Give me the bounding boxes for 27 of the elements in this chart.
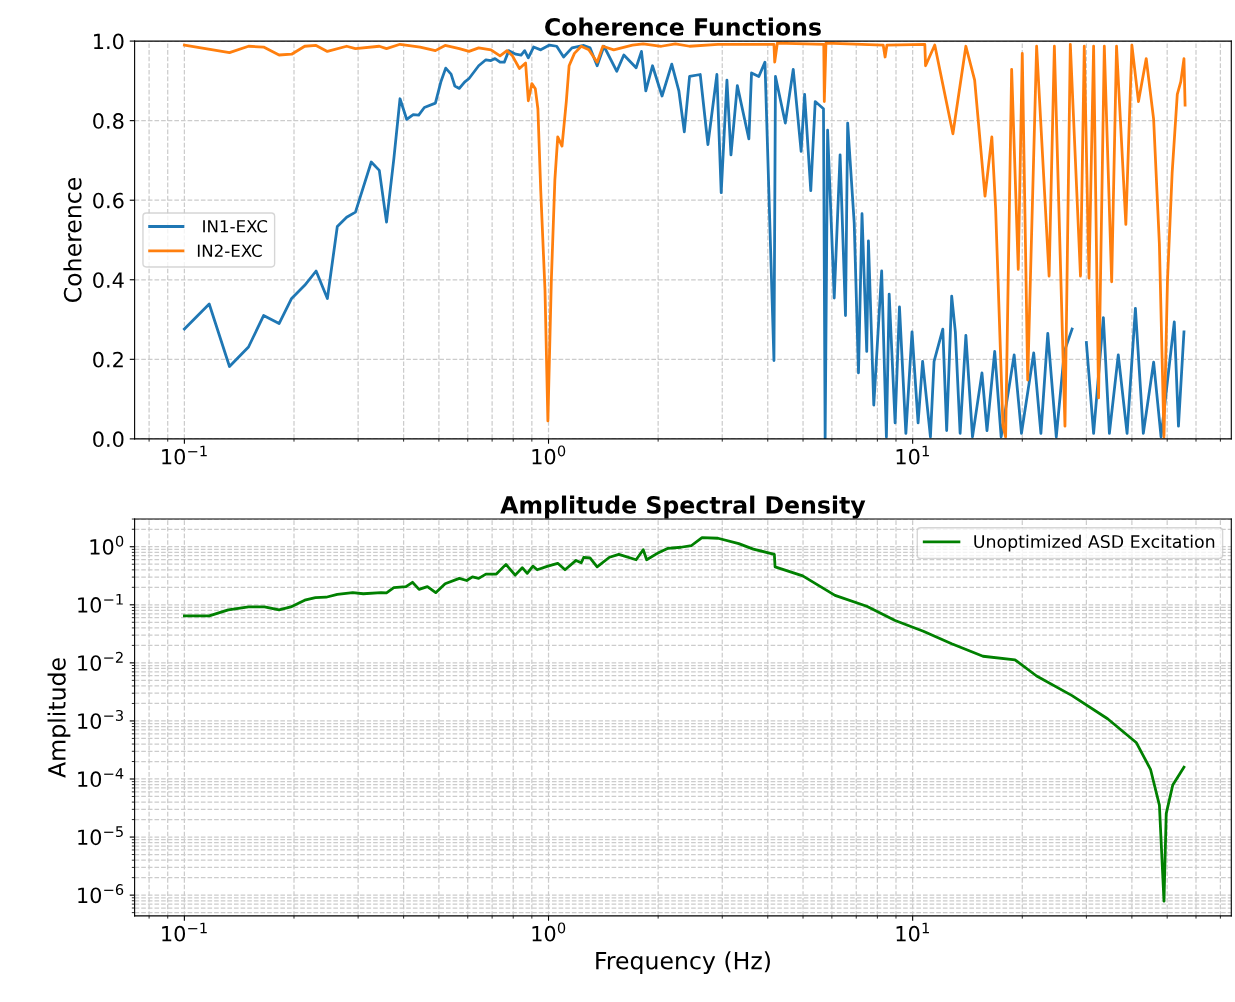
x-tick-label: 10$^{1}$ [896, 922, 929, 942]
x-tick-label: 10$^{0}$ [532, 445, 566, 465]
x-tick-label: 10$^{0}$ [532, 922, 566, 942]
legend-label: IN1-EXC [203, 219, 268, 233]
y-tick-label: 10$^{−1}$ [78, 593, 123, 613]
y-tick-label: 10$^{−6}$ [78, 884, 124, 904]
legend-label: IN2-EXC [197, 244, 262, 258]
y-axis-title: Amplitude [47, 658, 71, 778]
y-tick-label: 0.0 [93, 431, 124, 448]
y-tick-label: 0.8 [93, 113, 124, 129]
x-tick-label: 10$^{1}$ [896, 445, 929, 465]
y-tick-label: 0.4 [93, 272, 124, 288]
y-tick-label: 10$^{−2}$ [78, 651, 123, 671]
chart-title: Amplitude Spectral Density [500, 495, 866, 519]
y-tick-label: 10$^{−3}$ [78, 709, 123, 729]
y-tick-label: 0.6 [93, 192, 124, 209]
y-axis-title: Coherence [63, 177, 82, 302]
y-tick-label: 0.2 [93, 351, 123, 368]
legend-label: Unoptimized ASD Excitation [974, 534, 1215, 552]
chart-title: Coherence Functions [545, 17, 821, 36]
y-tick-label: 10$^{0}$ [90, 535, 124, 555]
x-tick-label: 10$^{−1}$ [162, 445, 207, 465]
x-axis-title: Frequency (Hz) [596, 951, 770, 975]
y-tick-label: 10$^{−4}$ [78, 768, 124, 788]
x-tick-label: 10$^{−1}$ [162, 922, 207, 942]
y-tick-label: 1.0 [94, 33, 124, 50]
y-tick-label: 10$^{−5}$ [78, 826, 123, 846]
